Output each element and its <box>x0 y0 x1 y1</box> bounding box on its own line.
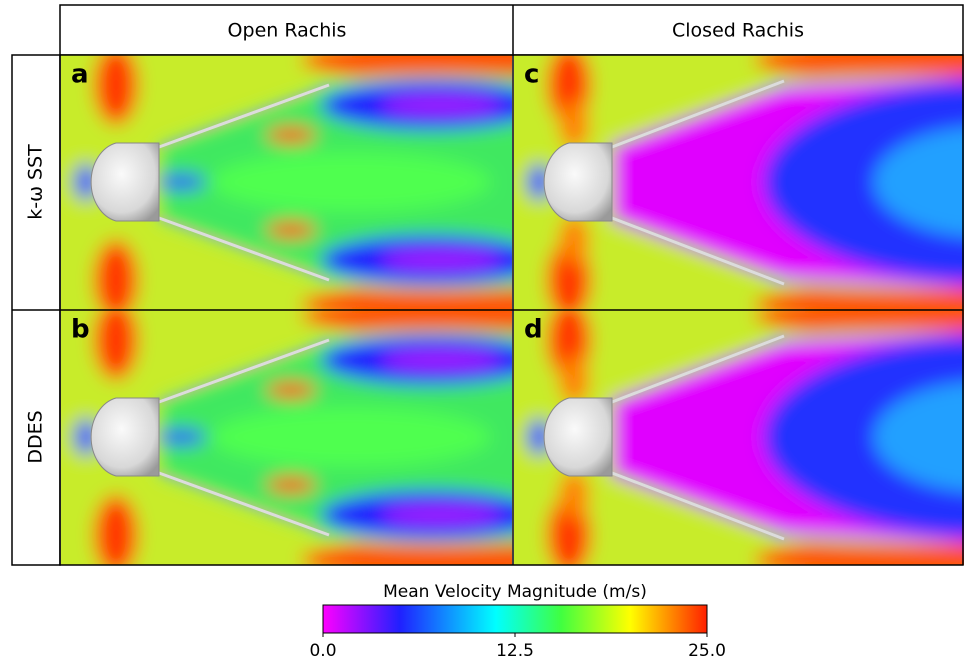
edge <box>559 470 589 520</box>
header: Open Rachis Closed Rachis <box>59 4 964 56</box>
lobe <box>94 240 138 310</box>
flow-field <box>61 310 512 565</box>
edge <box>559 215 589 265</box>
rod <box>611 79 785 149</box>
row-labels: k-ω SST DDES <box>11 54 61 566</box>
panel-letter: d <box>524 315 543 345</box>
core <box>211 152 491 212</box>
rod <box>611 334 785 404</box>
jet <box>266 127 316 143</box>
edge <box>559 355 589 405</box>
rod <box>611 216 785 286</box>
recovery <box>764 337 964 537</box>
lobe <box>94 310 138 380</box>
capsule <box>90 397 160 477</box>
jet <box>266 477 316 493</box>
flow-field <box>514 310 964 565</box>
recirculation <box>381 350 501 370</box>
row-title: DDES <box>25 410 47 463</box>
jet <box>266 222 316 238</box>
capsule <box>543 142 613 222</box>
colorbar-gradient <box>322 604 708 634</box>
column-title: Open Rachis <box>228 20 347 42</box>
flow-panel: c <box>514 55 964 310</box>
flow-panel: d <box>514 310 964 565</box>
panel-letter: b <box>71 315 90 345</box>
recovery <box>764 82 964 282</box>
lobe <box>94 495 138 565</box>
panels: a c b d <box>59 54 964 566</box>
edge <box>559 100 589 150</box>
colorbar-tick-label: 25.0 <box>688 641 726 661</box>
panel-letter: c <box>524 60 539 90</box>
lobe <box>94 55 138 125</box>
flow-panel: b <box>61 310 512 565</box>
row-title: k-ω SST <box>25 144 47 220</box>
rod <box>158 471 330 537</box>
recovery <box>874 382 964 492</box>
header-box <box>59 4 964 56</box>
rod <box>158 216 330 282</box>
column-title: Closed Rachis <box>672 20 804 42</box>
rod <box>611 471 785 541</box>
core <box>156 174 206 190</box>
flow-panel: a <box>61 55 512 310</box>
flow-field <box>61 55 512 310</box>
panel-letter: a <box>71 60 89 90</box>
recirculation <box>381 95 501 115</box>
jet <box>266 382 316 398</box>
capsule <box>543 397 613 477</box>
capsule <box>90 142 160 222</box>
recirculation <box>381 250 501 270</box>
core <box>211 407 491 467</box>
core <box>156 429 206 445</box>
rod <box>158 83 330 149</box>
rod <box>158 338 330 404</box>
colorbar: Mean Velocity Magnitude (m/s) 0.0 12.5 25.… <box>309 582 725 661</box>
colorbar-title: Mean Velocity Magnitude (m/s) <box>383 582 647 602</box>
recirculation <box>381 505 501 525</box>
colorbar-tick-label: 0.0 <box>309 641 336 661</box>
colorbar-tick-label: 12.5 <box>496 641 534 661</box>
recovery <box>874 127 964 237</box>
